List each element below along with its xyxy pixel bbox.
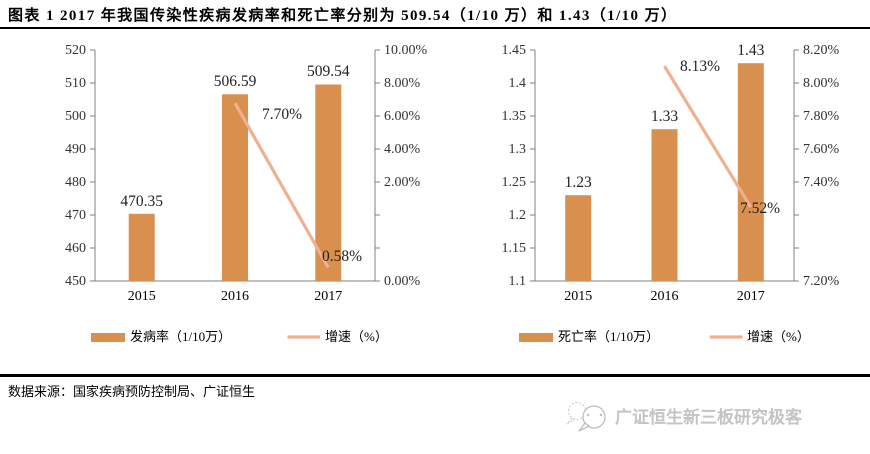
svg-text:广证恒生新三板研究极客: 广证恒生新三板研究极客 (615, 407, 803, 427)
